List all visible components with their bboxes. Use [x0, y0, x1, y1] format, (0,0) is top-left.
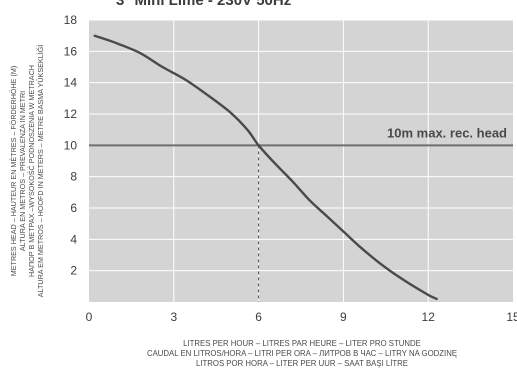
y-axis-label-line: ALTURA EN METROS – PREVALENZA IN METRI — [18, 91, 27, 251]
plot-area — [89, 20, 513, 302]
x-tick-label: 15 — [506, 310, 517, 324]
x-axis-label-line: LITROS POR HORA – LITER PER UUR – SAAT B… — [196, 359, 408, 368]
y-axis-label-line: METRES HEAD – HAUTEUR EN MÈTRES – FÖRDER… — [9, 66, 18, 276]
y-axis-label-line: ALTURA EM METROS – HOOFD IN METERS – MET… — [36, 45, 45, 298]
y-tick-label: 6 — [70, 201, 77, 215]
y-tick-label: 2 — [70, 264, 77, 278]
y-tick-label: 16 — [64, 44, 78, 58]
reference-line-label: 10m max. rec. head — [387, 125, 507, 140]
annotations: 10m max. rec. head — [89, 125, 513, 302]
x-axis-label: LITRES PER HOUR – LITRES PAR HEURE – LIT… — [147, 339, 457, 368]
y-axis-label-line: НАПОР В МЕТРАХ –WYSOKOŚĆ PODNOSZENIA W M… — [27, 65, 36, 277]
pump-curve-line — [93, 34, 438, 301]
y-tick-label: 18 — [64, 13, 78, 27]
y-tick-label: 12 — [64, 107, 78, 121]
y-tick-label: 10 — [64, 138, 78, 152]
y-axis-label: METRES HEAD – HAUTEUR EN MÈTRES – FÖRDER… — [9, 45, 45, 298]
chart-title: 3° Mini Lime - 230V 50Hz — [116, 0, 291, 9]
x-tick-label: 6 — [255, 310, 262, 324]
x-tick-label: 3 — [170, 310, 177, 324]
tick-labels: 2 4 6 8 10 12 14 16 18 0 3 6 9 12 15 — [64, 13, 517, 324]
y-tick-label: 8 — [70, 170, 77, 184]
x-tick-label: 0 — [86, 310, 93, 324]
y-tick-label: 4 — [70, 232, 77, 246]
x-tick-label: 12 — [422, 310, 436, 324]
y-tick-label: 14 — [64, 76, 78, 90]
x-axis-label-line: LITRES PER HOUR – LITRES PAR HEURE – LIT… — [183, 339, 421, 348]
series-group — [93, 34, 438, 301]
x-tick-label: 9 — [340, 310, 347, 324]
x-axis-label-line: CAUDAL EN LITROS/HORA – LITRI PER ORA – … — [147, 349, 457, 358]
